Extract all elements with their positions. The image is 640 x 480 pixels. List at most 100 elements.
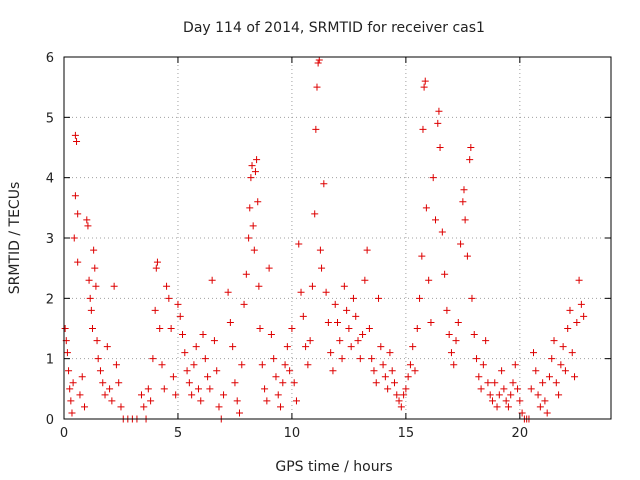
plus-marker-icon: [327, 349, 335, 357]
data-point: [238, 361, 246, 369]
data-point: [263, 397, 271, 405]
data-point: [158, 361, 166, 369]
plus-marker-icon: [106, 385, 114, 393]
data-point: [575, 276, 583, 284]
plus-marker-icon: [340, 282, 348, 290]
plus-marker-icon: [418, 252, 426, 260]
plus-marker-icon: [347, 343, 355, 351]
plus-marker-icon: [436, 144, 444, 151]
plus-marker-icon: [443, 306, 451, 314]
data-point: [147, 397, 155, 405]
data-point: [235, 409, 243, 417]
data-point: [174, 300, 182, 308]
data-point: [352, 312, 360, 320]
plus-marker-icon: [429, 174, 437, 182]
plus-marker-icon: [421, 77, 429, 85]
data-point: [93, 337, 101, 345]
data-point: [359, 331, 367, 339]
data-point: [84, 222, 92, 230]
plus-marker-icon: [235, 409, 243, 417]
plus-marker-icon: [409, 343, 417, 351]
plus-marker-icon: [249, 222, 257, 230]
data-point: [190, 361, 198, 369]
data-point: [61, 325, 69, 332]
plus-marker-icon: [352, 312, 360, 320]
plus-marker-icon: [84, 222, 92, 230]
plus-marker-icon: [498, 367, 506, 375]
data-point: [163, 282, 171, 290]
data-point: [466, 156, 474, 164]
plus-marker-icon: [461, 216, 469, 224]
plus-marker-icon: [541, 397, 549, 405]
plus-marker-icon: [334, 318, 341, 326]
data-point: [213, 367, 221, 375]
data-point: [272, 373, 280, 381]
plus-marker-icon: [299, 312, 307, 320]
plus-marker-icon: [539, 379, 547, 387]
plus-marker-icon: [372, 379, 380, 387]
data-point: [256, 325, 264, 332]
plus-marker-icon: [393, 391, 401, 399]
plus-marker-icon: [580, 312, 588, 320]
data-point: [381, 373, 389, 381]
plus-marker-icon: [172, 391, 180, 399]
data-point: [165, 294, 173, 302]
data-point: [283, 343, 291, 351]
data-point: [74, 258, 82, 266]
data-point: [245, 234, 253, 242]
data-point: [71, 192, 79, 200]
data-point: [255, 282, 263, 290]
data-point: [292, 397, 300, 405]
data-point: [308, 282, 316, 290]
plus-marker-icon: [368, 355, 376, 363]
plus-marker-icon: [261, 385, 269, 393]
plus-marker-icon: [71, 192, 79, 200]
plus-marker-icon: [220, 391, 228, 399]
data-point: [343, 306, 351, 314]
plus-marker-icon: [71, 131, 79, 139]
data-point: [83, 216, 91, 224]
data-point: [204, 373, 212, 381]
data-point: [418, 252, 426, 260]
plus-marker-icon: [263, 397, 271, 405]
plus-marker-icon: [256, 325, 264, 332]
x-tick-label: 20: [512, 426, 529, 441]
data-point: [372, 379, 380, 387]
y-tick-label: 4: [46, 172, 54, 187]
data-point: [265, 264, 273, 272]
plus-marker-icon: [316, 246, 324, 254]
data-point: [568, 349, 576, 357]
data-point: [92, 282, 100, 290]
plus-marker-icon: [466, 156, 474, 164]
plus-marker-icon: [495, 391, 503, 399]
plus-marker-icon: [470, 331, 478, 339]
data-point: [311, 210, 319, 218]
plus-marker-icon: [425, 276, 433, 284]
plus-marker-icon: [441, 270, 449, 278]
plus-marker-icon: [427, 318, 435, 326]
plus-marker-icon: [406, 361, 414, 369]
plus-marker-icon: [265, 264, 273, 272]
data-point: [365, 325, 373, 332]
data-point: [427, 318, 435, 326]
data-point: [482, 337, 490, 345]
plus-marker-icon: [555, 391, 563, 399]
data-point: [548, 355, 556, 363]
data-point: [261, 385, 269, 393]
data-point: [281, 361, 289, 369]
plus-marker-icon: [381, 373, 389, 381]
data-point: [507, 391, 515, 399]
y-tick-label: 6: [46, 51, 54, 66]
plus-marker-icon: [359, 331, 367, 339]
data-point: [304, 361, 312, 369]
data-point: [452, 337, 460, 345]
data-point: [564, 325, 572, 332]
data-point: [356, 355, 364, 363]
plus-marker-icon: [151, 306, 159, 314]
data-point: [473, 355, 481, 363]
data-point: [65, 367, 73, 375]
plus-marker-icon: [213, 367, 221, 375]
x-tick-label: 10: [284, 426, 301, 441]
data-point: [438, 228, 446, 236]
